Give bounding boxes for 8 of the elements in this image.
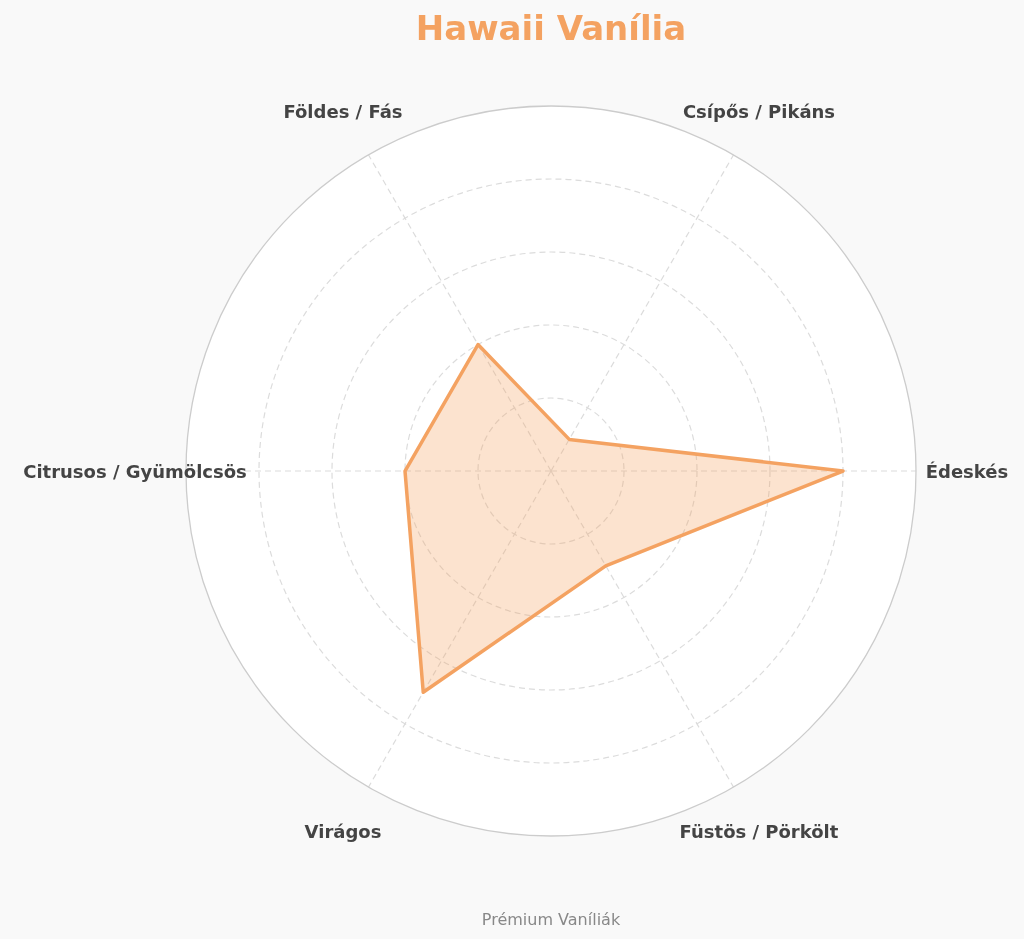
spoke-label: Citrusos / Gyümölcsös: [23, 460, 247, 482]
text: Prémium Vaníliák: [481, 910, 621, 929]
spoke-label: Füstös / Pörkölt: [679, 820, 839, 842]
spoke-label: Édeskés: [925, 460, 1009, 482]
spoke-label: Földes / Fás: [283, 100, 403, 122]
spoke-label: Virágos: [304, 820, 382, 842]
spoke-label: Csípős / Pikáns: [682, 100, 836, 122]
chart-title: Hawaii Vanília: [415, 8, 687, 48]
